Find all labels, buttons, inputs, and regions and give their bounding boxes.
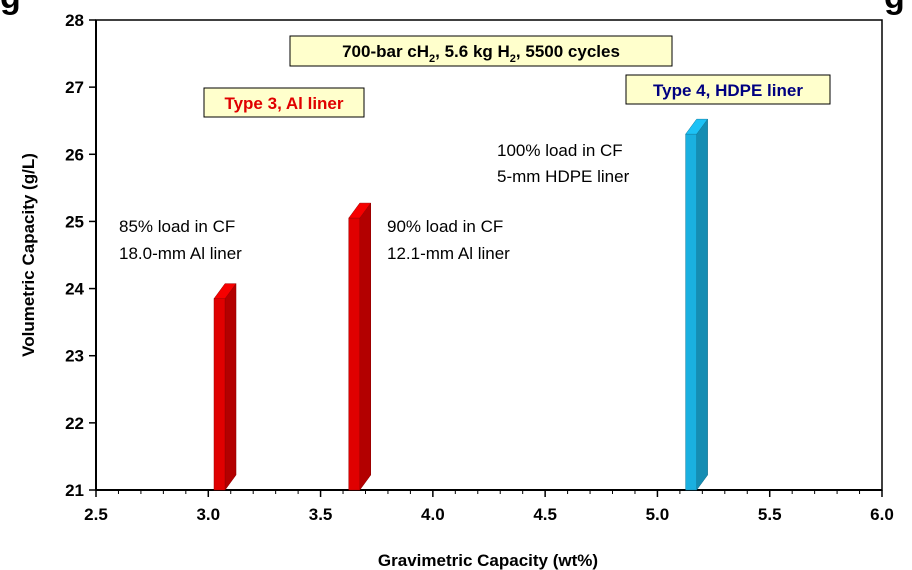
annotation-100-line2: 5-mm HDPE liner — [497, 167, 630, 186]
y-tick-label: 24 — [65, 280, 84, 299]
bar-2-top — [348, 202, 372, 219]
conditions-suffix: , 5500 cycles — [516, 42, 620, 61]
bar-1-front — [213, 298, 226, 491]
bar-3 — [685, 118, 709, 491]
bar-2-side — [359, 202, 372, 491]
x-tick-label: 4.5 — [533, 505, 557, 524]
bar-1-top — [213, 283, 237, 299]
y-axis-title: Volumetric Capacity (g/L) — [19, 153, 38, 357]
annotation-85: 85% load in CF 18.0-mm Al liner — [119, 217, 242, 263]
label-type4-text: Type 4, HDPE liner — [653, 81, 803, 100]
label-type3: Type 3, Al liner — [203, 87, 365, 118]
x-tick-label: 3.0 — [196, 505, 220, 524]
label-type4: Type 4, HDPE liner — [625, 74, 831, 105]
y-tick-label: 21 — [65, 481, 84, 500]
annotation-85-line1: 85% load in CF — [119, 217, 235, 236]
label-type3-frame — [203, 87, 365, 118]
x-tick-label: 6.0 — [870, 505, 894, 524]
x-tick-label: 3.5 — [309, 505, 333, 524]
header-fragment-left: g — [0, 0, 21, 16]
x-tick-label: 4.0 — [421, 505, 445, 524]
y-tick-label: 28 — [65, 11, 84, 30]
label-type4-frame — [625, 74, 831, 105]
bar-2 — [348, 202, 372, 491]
y-tick-label: 25 — [65, 212, 84, 231]
bar-1 — [213, 282, 237, 491]
x-tick-label: 5.0 — [646, 505, 670, 524]
y-tick-label: 26 — [65, 145, 84, 164]
conditions-box-text: 700-bar cH2, 5.6 kg H2, 5500 cycles — [342, 42, 620, 65]
conditions-prefix: 700-bar cH — [342, 42, 429, 61]
conditions-sub1: 2 — [429, 53, 435, 65]
bars-layer — [213, 118, 709, 491]
y-tick-label: 22 — [65, 414, 84, 433]
bar-3-top — [685, 118, 709, 135]
label-type3-text: Type 3, Al liner — [224, 94, 343, 113]
annotation-90: 90% load in CF 12.1-mm Al liner — [387, 217, 510, 263]
conditions-box-frame — [289, 35, 673, 67]
conditions-box: 700-bar cH2, 5.6 kg H2, 5500 cycles — [289, 35, 673, 67]
bar-1-side — [224, 282, 237, 491]
x-axis-title: Gravimetric Capacity (wt%) — [378, 551, 598, 570]
y-tick-label: 27 — [65, 78, 84, 97]
annotation-100: 100% load in CF 5-mm HDPE liner — [497, 141, 630, 186]
conditions-mid: , 5.6 kg H — [435, 42, 510, 61]
annotation-85-line2: 18.0-mm Al liner — [119, 244, 242, 263]
annotation-90-line1: 90% load in CF — [387, 217, 503, 236]
x-tick-label: 2.5 — [84, 505, 108, 524]
header-fragment-right: g — [884, 0, 905, 16]
bar-2-front — [348, 217, 361, 491]
bar-3-side — [696, 118, 708, 491]
bar-3-front — [685, 133, 697, 491]
y-tick-label: 23 — [65, 347, 84, 366]
x-tick-label: 5.5 — [758, 505, 782, 524]
conditions-sub2: 2 — [510, 53, 516, 65]
annotation-100-line1: 100% load in CF — [497, 141, 623, 160]
annotation-90-line2: 12.1-mm Al liner — [387, 244, 510, 263]
